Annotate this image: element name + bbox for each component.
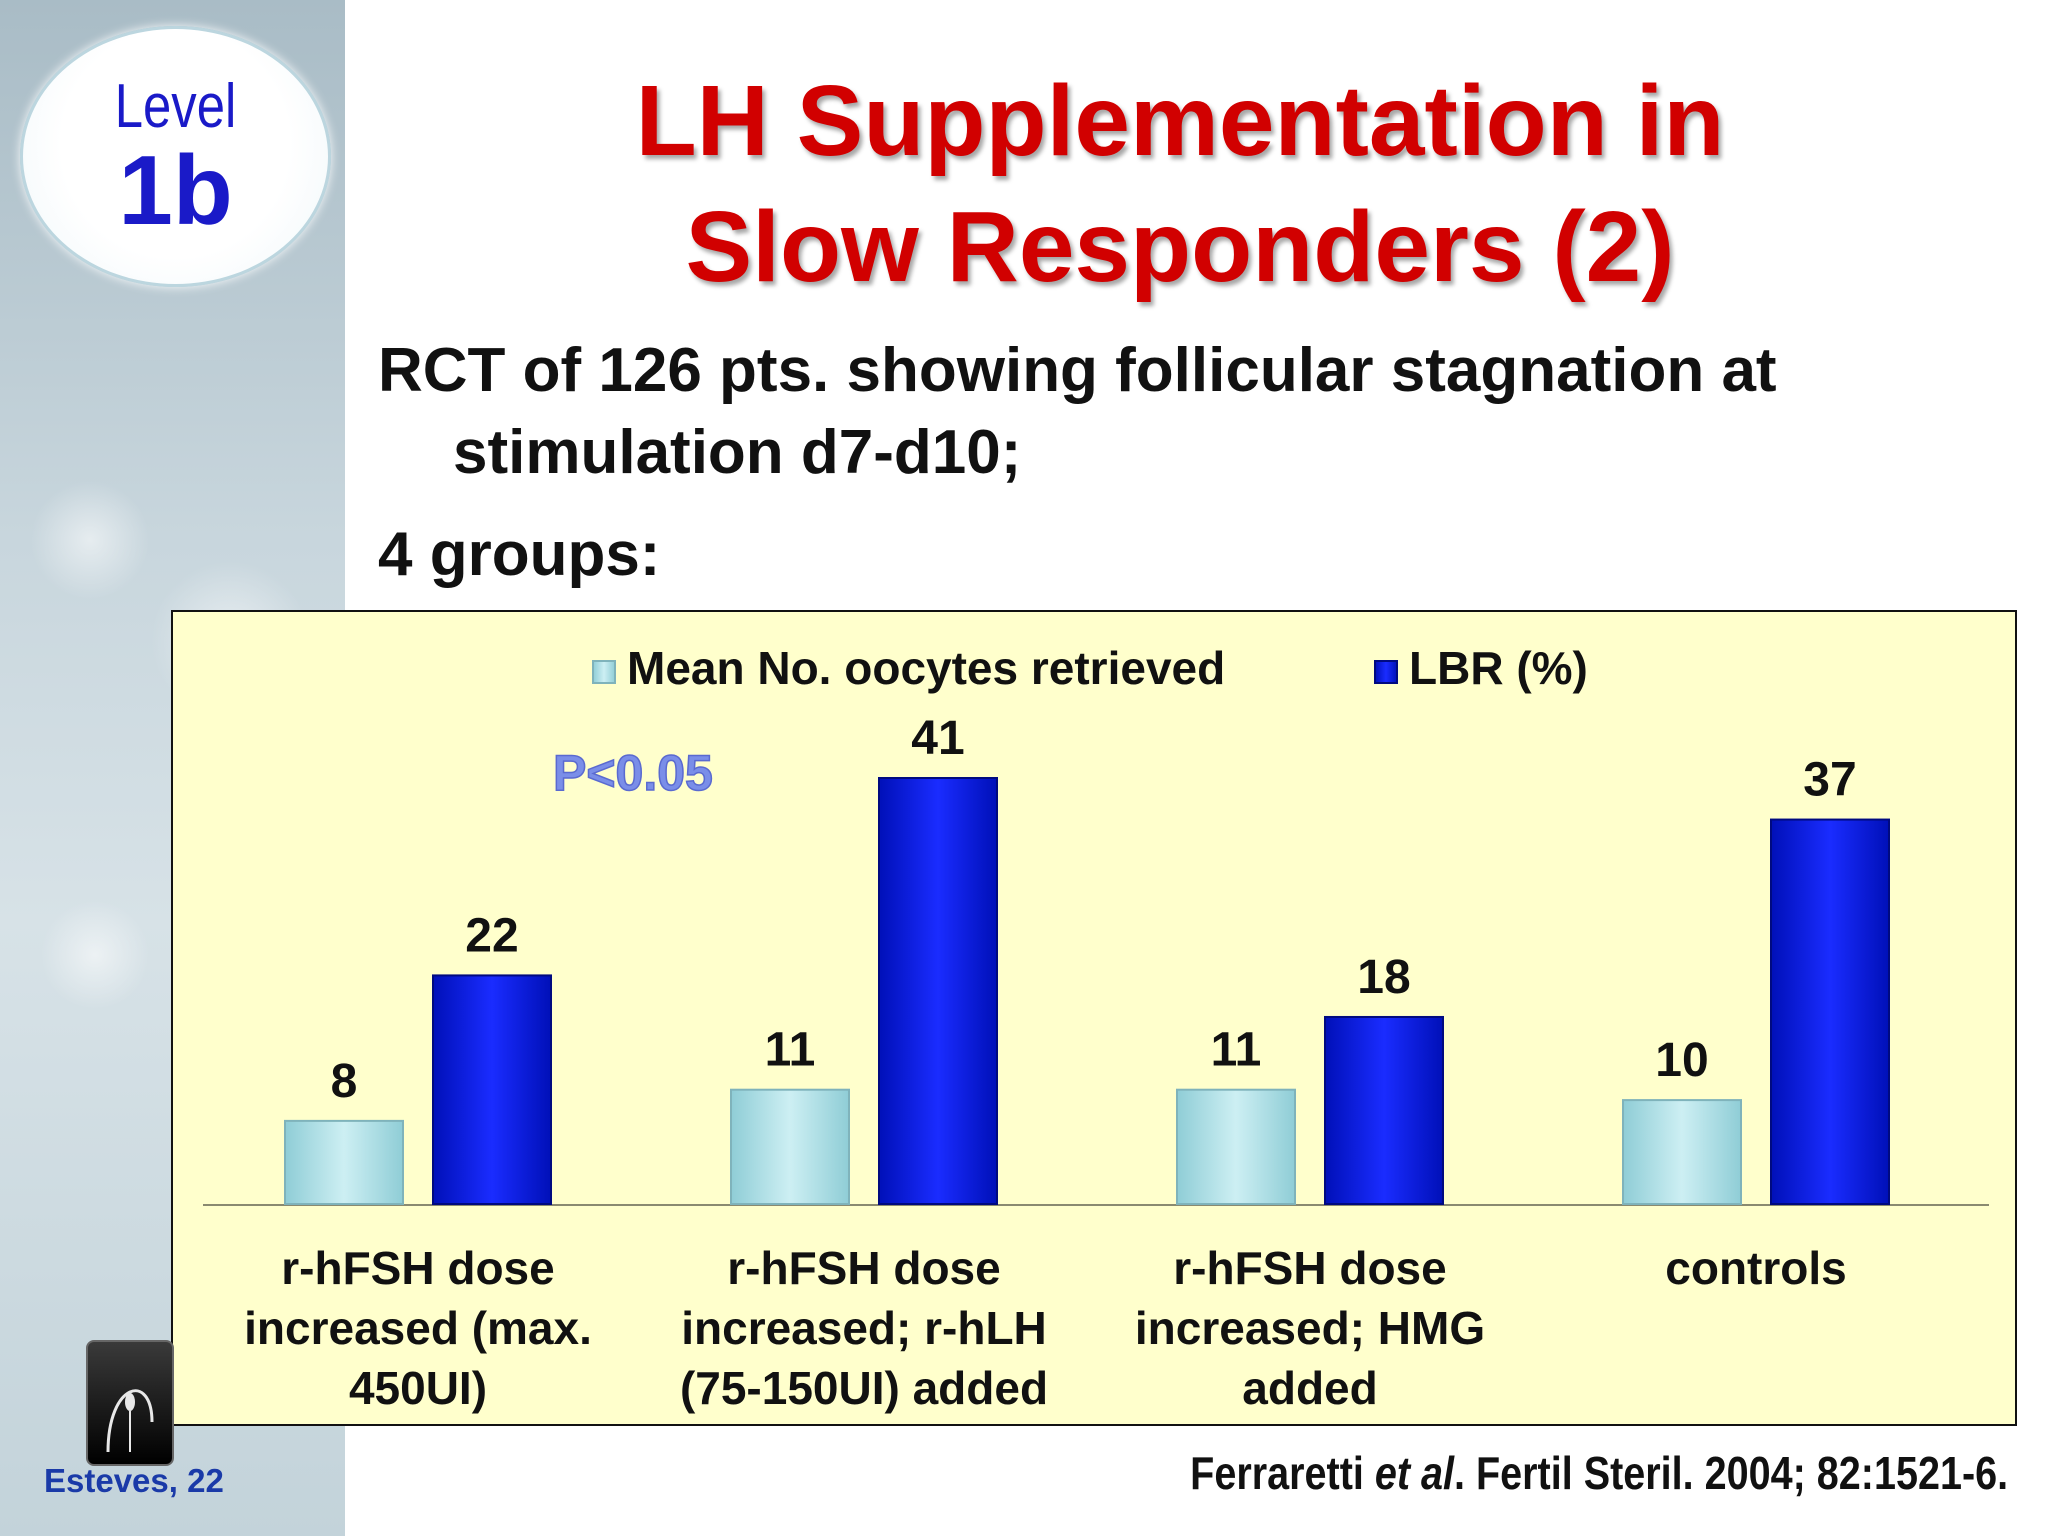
level-value: 1b: [118, 135, 233, 245]
bar-oocytes: [1622, 1099, 1742, 1205]
level-label: Level: [114, 72, 237, 141]
category-label: 450UI): [349, 1362, 487, 1414]
data-label: 41: [911, 712, 964, 765]
legend-label: Mean No. oocytes retrieved: [627, 642, 1225, 694]
category-label: increased; r-hLH: [681, 1302, 1047, 1354]
citation: Ferraretti et al. Fertil Steril. 2004; 8…: [1190, 1446, 2008, 1500]
data-label: 11: [1211, 1024, 1262, 1077]
data-label: 10: [1655, 1034, 1708, 1087]
bar-lbr: [432, 974, 552, 1206]
bullet-item: 4 groups:: [378, 520, 661, 589]
title-line-1: LH Supplementation in: [635, 65, 1725, 177]
logo-icon: [86, 1340, 174, 1466]
level-badge: Level 1b: [20, 26, 331, 287]
legend-swatch: [592, 660, 616, 684]
category-label: r-hFSH dose: [1173, 1242, 1446, 1294]
bar-oocytes: [284, 1119, 404, 1205]
bar-oocytes: [1176, 1088, 1296, 1205]
bar-oocytes: [730, 1088, 850, 1205]
bar-lbr: [1770, 818, 1890, 1205]
category-label: added: [1242, 1362, 1377, 1414]
bar-lbr: [1324, 1015, 1444, 1205]
category-label: r-hFSH dose: [727, 1242, 1000, 1294]
citation-prefix: Ferraretti: [1190, 1447, 1375, 1499]
author-label: Esteves, 22: [44, 1462, 224, 1499]
p-value-annotation: P<0.05: [553, 745, 713, 801]
citation-suffix: . Fertil Steril. 2004; 82:1521-6.: [1453, 1447, 2008, 1499]
chart-panel: 8 22 r-hFSH dose increased (max. 450UI) 11 41 r…: [171, 610, 2017, 1426]
legend-label: LBR (%): [1409, 642, 1588, 694]
category-label: controls: [1665, 1242, 1846, 1294]
data-label: 37: [1803, 754, 1856, 807]
data-label: 22: [465, 909, 518, 962]
category-label: increased; HMG: [1135, 1302, 1485, 1354]
citation-italic: et al: [1374, 1447, 1454, 1499]
category-label: r-hFSH dose: [281, 1242, 554, 1294]
data-label: 18: [1357, 951, 1410, 1004]
slide-title: LH Supplementation in Slow Responders (2…: [560, 58, 1800, 310]
bar-lbr: [878, 777, 998, 1205]
legend-swatch: [1374, 660, 1398, 684]
category-label: increased (max.: [244, 1302, 592, 1354]
bullet-item: RCT of 126 pts. showing follicular stagn…: [378, 336, 1777, 487]
bullet-list: RCT of 126 pts. showing follicular stagn…: [378, 330, 1998, 616]
title-line-2: Slow Responders (2): [685, 191, 1675, 303]
category-label: (75-150UI) added: [680, 1362, 1048, 1414]
bar-chart: 8 22 r-hFSH dose increased (max. 450UI) 11 41 r…: [203, 642, 1989, 1414]
data-label: 11: [765, 1024, 816, 1077]
data-label: 8: [331, 1055, 358, 1108]
